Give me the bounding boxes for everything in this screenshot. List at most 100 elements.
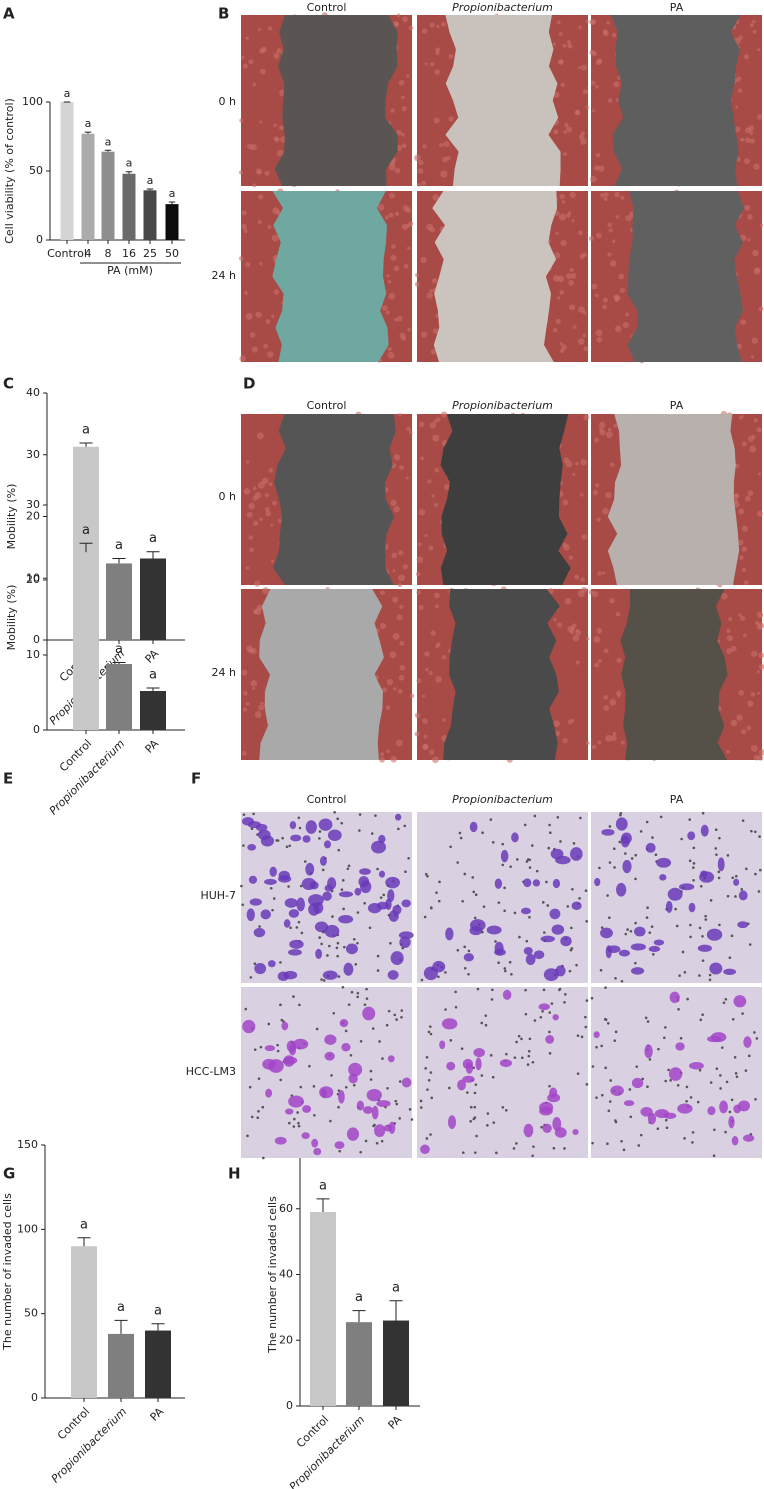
stained-cell: [247, 844, 257, 851]
pore: [258, 925, 261, 928]
pore: [576, 1034, 580, 1037]
error-bar: [79, 542, 93, 553]
stained-cell: [543, 968, 559, 981]
cell-texture: [418, 604, 424, 610]
cell-texture: [582, 310, 587, 315]
pore: [303, 860, 307, 863]
pore: [648, 1058, 652, 1061]
pore: [365, 997, 369, 1000]
cell-texture: [381, 687, 388, 693]
stained-cell: [441, 1018, 458, 1030]
cell-texture: [557, 296, 561, 300]
pore: [699, 1018, 703, 1022]
cell-texture: [443, 141, 450, 148]
cell-texture: [564, 597, 572, 605]
pore: [689, 1096, 693, 1099]
cell-texture: [442, 156, 448, 163]
cell-texture: [433, 117, 440, 124]
pore: [320, 942, 323, 946]
column-header: Control: [307, 1, 347, 14]
cell-texture: [381, 305, 388, 311]
pore: [484, 1023, 488, 1027]
stained-cell: [253, 927, 266, 938]
cell-texture: [407, 246, 411, 251]
cell-texture: [263, 343, 269, 349]
pore: [379, 896, 383, 899]
micrograph: [589, 15, 763, 187]
cell-texture: [401, 106, 407, 112]
stained-cell: [499, 1059, 513, 1068]
cell-texture: [607, 427, 612, 432]
pore: [526, 1063, 530, 1066]
pore: [398, 1117, 402, 1120]
cell-texture: [759, 223, 764, 228]
cell-texture: [556, 20, 561, 25]
cell-texture: [736, 714, 743, 721]
stained-cell: [607, 945, 621, 954]
pore: [600, 926, 604, 929]
cell-texture: [735, 105, 739, 109]
pore: [612, 847, 616, 850]
cell-texture: [430, 630, 436, 636]
wound-gap: [607, 414, 740, 585]
pore: [531, 1060, 535, 1064]
cell-texture: [424, 62, 428, 66]
stained-cell: [511, 832, 519, 843]
pore: [515, 1142, 518, 1145]
stained-cell: [363, 1106, 373, 1114]
pore: [548, 823, 551, 827]
stained-cell: [523, 1123, 534, 1138]
pore: [691, 1131, 695, 1134]
cell-texture: [399, 464, 405, 470]
pore: [454, 1005, 458, 1009]
cell-texture: [547, 588, 554, 594]
pore: [754, 830, 757, 834]
pore: [548, 1011, 552, 1014]
cell-texture: [441, 654, 447, 660]
wound-gap: [274, 15, 398, 186]
pore: [721, 1046, 724, 1049]
cell-texture: [385, 310, 390, 315]
pore: [634, 921, 637, 925]
cell-texture: [597, 58, 603, 64]
bar: [73, 552, 99, 730]
pore: [352, 937, 356, 941]
cell-texture: [578, 133, 585, 140]
stained-cell: [719, 1100, 729, 1114]
pore: [501, 842, 505, 846]
cell-texture: [750, 650, 758, 657]
cell-texture: [246, 511, 253, 518]
stained-cell: [697, 944, 713, 952]
cell-texture: [741, 441, 747, 447]
stained-cell: [545, 1035, 555, 1044]
pore: [755, 1037, 759, 1040]
panel-letter: C: [3, 375, 14, 393]
pore: [513, 911, 517, 915]
wound-gap: [272, 191, 389, 362]
pore: [331, 915, 334, 918]
pore: [386, 1086, 389, 1090]
cell-texture: [271, 234, 279, 242]
cell-texture: [594, 293, 599, 298]
pore: [524, 988, 527, 992]
panel-letter: D: [243, 375, 255, 393]
pore: [389, 941, 392, 945]
pore: [395, 1102, 399, 1106]
stained-cell: [346, 1127, 360, 1141]
pore: [527, 1054, 531, 1058]
cell-texture: [625, 214, 632, 222]
stained-cell: [667, 887, 683, 901]
cell-texture: [435, 50, 440, 56]
pore: [734, 895, 737, 898]
cell-texture: [593, 636, 601, 643]
cell-texture: [241, 750, 247, 756]
cell-texture: [733, 493, 739, 499]
stained-cell: [665, 900, 673, 913]
pore: [542, 988, 546, 992]
pore: [419, 1099, 423, 1103]
pore: [600, 1044, 603, 1048]
cell-texture: [611, 32, 617, 38]
cell-texture: [435, 676, 442, 683]
stained-cell: [283, 970, 298, 980]
cell-texture: [595, 483, 600, 488]
